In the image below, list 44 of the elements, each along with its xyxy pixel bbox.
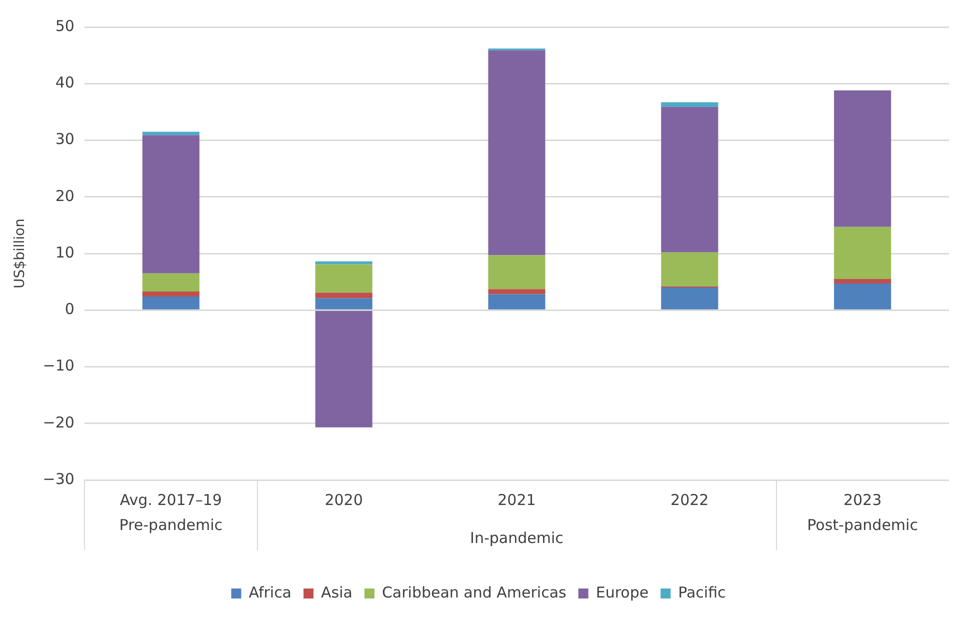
y-axis-title: US$billion [12,218,28,288]
text: Pre-pandemic [119,516,223,534]
y-tick-label: −20 [42,413,74,432]
y-tick-label: 30 [55,130,74,148]
bar [315,292,372,298]
bar [315,298,372,310]
bar [661,102,718,107]
text: Post-pandemic [807,516,918,534]
x-tick-label: 2020 [324,490,363,509]
bar [142,135,200,274]
bar [661,106,718,252]
bar [834,226,892,279]
bar [661,287,718,310]
legend-label: Europe [596,583,649,602]
x-tick-label: 2021 [498,490,536,509]
legend-label: Africa [248,583,292,602]
bar [142,296,200,310]
y-tick-label: 0 [64,300,74,318]
y-tick-label: −30 [42,470,74,488]
bar [315,310,372,428]
bar [488,294,546,310]
legend-label: Pacific [678,583,726,602]
x-tick-label: 2023 [843,490,882,509]
bar [315,264,372,293]
y-tick-label: 10 [55,243,74,262]
y-tick-label: 50 [55,16,74,35]
bar [661,252,718,286]
legend-label: Asia [321,583,352,602]
y-tick-label: 20 [55,186,74,205]
x-tick-label: 2022 [670,490,709,509]
bar [834,284,892,310]
bar [315,261,372,264]
x-tick-label: Avg. 2017–19 [120,490,222,509]
y-tick-label: −10 [42,356,74,375]
bar [488,289,546,294]
text: In-pandemic [470,528,564,547]
legend-label: Caribbean and Americas [382,583,567,602]
bar [488,50,546,256]
bar [488,255,546,290]
bar [834,278,892,284]
y-tick-label: 40 [55,74,74,92]
bar [142,273,200,292]
bar [834,90,892,227]
bar [142,291,200,297]
